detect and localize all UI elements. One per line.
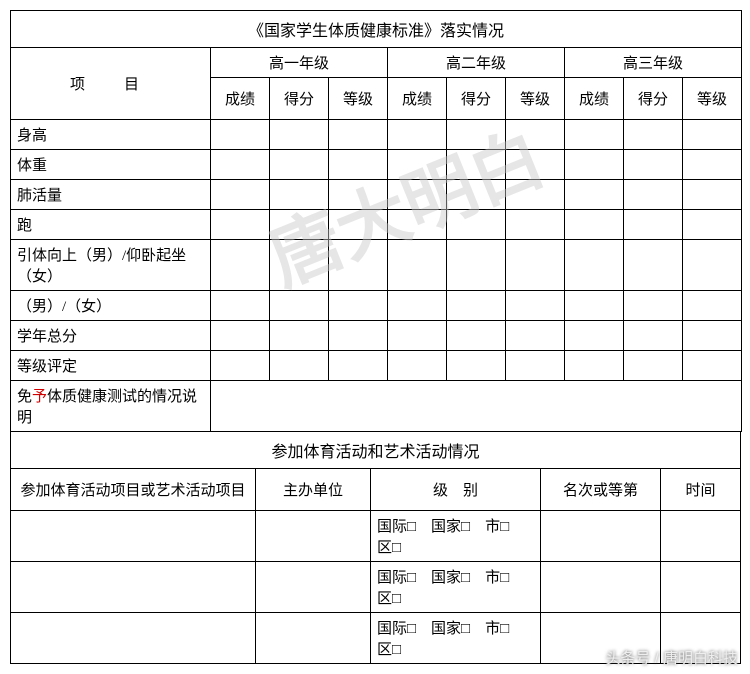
row-label: 身高 [11, 120, 211, 150]
header-organizer: 主办单位 [256, 468, 371, 510]
activity-header-row: 参加体育活动项目或艺术活动项目 主办单位 级 别 名次或等第 时间 [11, 468, 741, 510]
section1-title: 《国家学生体质健康标准》落实情况 [11, 11, 742, 48]
header-level: 级 别 [371, 468, 541, 510]
row-label: 肺活量 [11, 180, 211, 210]
data-row: 身高 [11, 120, 742, 150]
row-label: 等级评定 [11, 351, 211, 381]
activity-level-cell: 国际□ 国家□ 市□ 区□ [371, 510, 541, 561]
data-row: 等级评定 [11, 351, 742, 381]
header-item: 参加体育活动项目或艺术活动项目 [11, 468, 256, 510]
grade-3: 高三年级 [565, 48, 742, 78]
activity-item-cell [11, 561, 256, 612]
row-label: 学年总分 [11, 321, 211, 351]
activity-rank-cell [541, 561, 661, 612]
subcol: 成绩 [565, 78, 624, 120]
activity-time-cell [661, 510, 741, 561]
activity-level-cell: 国际□ 国家□ 市□ 区□ [371, 612, 541, 663]
row-label: （男）/（女） [11, 291, 211, 321]
subcol: 等级 [329, 78, 388, 120]
activity-organizer-cell [256, 510, 371, 561]
data-row: （男）/（女） [11, 291, 742, 321]
activity-level-cell: 国际□ 国家□ 市□ 区□ [371, 561, 541, 612]
exempt-label: 免予体质健康测试的情况说明 [11, 381, 211, 432]
section2-title: 参加体育活动和艺术活动情况 [11, 431, 741, 468]
grade-header-row: 项 目 高一年级 高二年级 高三年级 [11, 48, 742, 78]
row-label: 跑 [11, 210, 211, 240]
fitness-standard-table: 《国家学生体质健康标准》落实情况 项 目 高一年级 高二年级 高三年级 成绩 得… [10, 10, 742, 432]
subcol: 成绩 [211, 78, 270, 120]
activity-table: 参加体育活动和艺术活动情况 参加体育活动项目或艺术活动项目 主办单位 级 别 名… [10, 431, 741, 664]
subcol: 等级 [683, 78, 742, 120]
activity-row: 国际□ 国家□ 市□ 区□ [11, 561, 741, 612]
subcol: 得分 [270, 78, 329, 120]
grade-1: 高一年级 [211, 48, 388, 78]
exempt-row: 免予体质健康测试的情况说明 [11, 381, 742, 432]
grade-2: 高二年级 [388, 48, 565, 78]
section2-title-row: 参加体育活动和艺术活动情况 [11, 431, 741, 468]
section1-title-row: 《国家学生体质健康标准》落实情况 [11, 11, 742, 48]
footer-credit: 头条号 / 唐明白科技 [605, 647, 738, 668]
data-row: 跑 [11, 210, 742, 240]
data-row: 肺活量 [11, 180, 742, 210]
row-label: 引体向上（男）/仰卧起坐（女） [11, 240, 211, 291]
activity-organizer-cell [256, 561, 371, 612]
subcol: 得分 [624, 78, 683, 120]
activity-time-cell [661, 561, 741, 612]
subcol: 等级 [506, 78, 565, 120]
data-row: 学年总分 [11, 321, 742, 351]
header-rank: 名次或等第 [541, 468, 661, 510]
subcol: 成绩 [388, 78, 447, 120]
activity-row: 国际□ 国家□ 市□ 区□ [11, 510, 741, 561]
data-row: 引体向上（男）/仰卧起坐（女） [11, 240, 742, 291]
data-row: 体重 [11, 150, 742, 180]
header-time: 时间 [661, 468, 741, 510]
exempt-value [211, 381, 742, 432]
subcol: 得分 [447, 78, 506, 120]
row-label: 体重 [11, 150, 211, 180]
activity-organizer-cell [256, 612, 371, 663]
activity-item-cell [11, 612, 256, 663]
activity-rank-cell [541, 510, 661, 561]
project-header: 项 目 [11, 48, 211, 120]
activity-item-cell [11, 510, 256, 561]
